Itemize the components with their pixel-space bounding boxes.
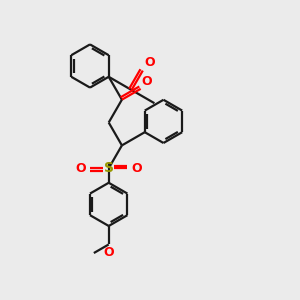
Text: O: O — [144, 56, 155, 69]
Text: O: O — [142, 75, 152, 88]
Text: S: S — [104, 161, 114, 175]
Text: O: O — [131, 162, 142, 175]
Text: O: O — [103, 246, 114, 259]
Text: O: O — [76, 162, 86, 175]
